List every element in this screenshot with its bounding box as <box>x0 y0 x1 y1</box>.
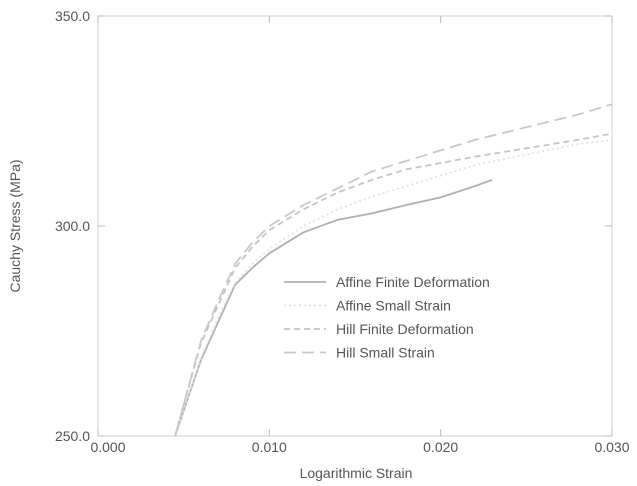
legend-label-2: Affine Small Strain <box>336 298 451 314</box>
plot-frame <box>97 15 613 437</box>
x-axis-label: Logarithmic Strain <box>300 465 413 481</box>
series-line-2 <box>174 139 613 437</box>
series-line-3 <box>174 132 613 437</box>
x-tick-label: 0.010 <box>252 439 287 455</box>
y-axis-label: Cauchy Stress (MPa) <box>7 159 23 292</box>
series-line-1 <box>174 178 493 437</box>
y-tick-label: 250.0 <box>55 428 90 444</box>
x-tick-label: 0.020 <box>423 439 458 455</box>
legend-label-4: Hill Small Strain <box>336 345 435 361</box>
series-line-4 <box>174 103 613 437</box>
x-axis: 0.000 0.010 0.020 0.030 <box>90 16 630 455</box>
x-tick-label: 0.030 <box>594 439 629 455</box>
legend-label-1: Affine Finite Deformation <box>336 274 490 290</box>
y-axis: 250.0 300.0 350.0 <box>55 8 612 444</box>
y-tick-label: 300.0 <box>55 218 90 234</box>
series-layer <box>174 103 613 437</box>
legend-label-3: Hill Finite Deformation <box>336 321 474 337</box>
legend: Affine Finite Deformation Affine Small St… <box>284 274 490 361</box>
y-tick-label: 350.0 <box>55 8 90 24</box>
plot-border <box>97 15 613 437</box>
x-tick-label: 0.000 <box>90 439 125 455</box>
